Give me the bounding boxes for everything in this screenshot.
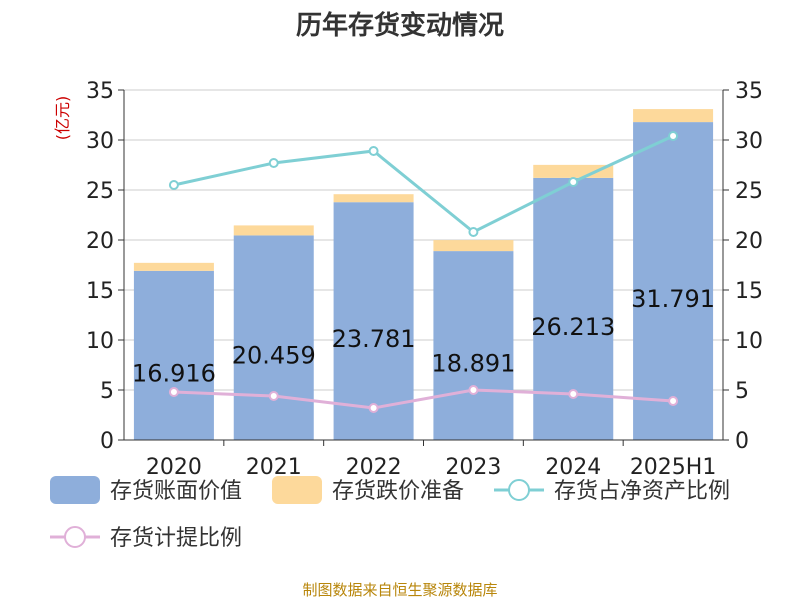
- bar-value-label: 31.791: [631, 285, 715, 313]
- line-point: [468, 385, 479, 395]
- line-point: [168, 180, 179, 190]
- bar-impairment: [433, 240, 514, 252]
- left-tick-label: 35: [86, 79, 114, 104]
- x-tick-label: 2024: [545, 455, 601, 480]
- right-tick-label: 30: [735, 129, 763, 154]
- line-point: [168, 387, 179, 397]
- bars-group: [133, 109, 714, 440]
- bar-impairment: [533, 164, 614, 178]
- bar-value-label: 23.781: [332, 325, 416, 353]
- bar-book-value: [633, 122, 714, 440]
- bar-value-label: 18.891: [431, 350, 515, 378]
- left-axis-unit: (亿元): [53, 96, 72, 141]
- bar-book-value: [333, 202, 414, 440]
- legend-label: 存货计提比例: [110, 526, 242, 551]
- line-point: [568, 389, 579, 399]
- bar-impairment: [333, 194, 414, 203]
- line-point: [268, 391, 279, 401]
- right-tick-label: 5: [735, 379, 749, 404]
- bar-value-label: 16.916: [132, 359, 216, 387]
- right-tick-label: 15: [735, 279, 763, 304]
- left-tick-label: 15: [86, 279, 114, 304]
- left-tick-label: 20: [86, 229, 114, 254]
- right-tick-label: 20: [735, 229, 763, 254]
- legend-label: 存货账面价值: [110, 479, 242, 504]
- left-tick-label: 25: [86, 179, 114, 204]
- line-provision-ratio: [173, 388, 674, 410]
- left-tick-label: 30: [86, 129, 114, 154]
- right-tick-label: 35: [735, 79, 763, 104]
- legend-marker: [64, 526, 86, 548]
- bar-book-value: [433, 251, 514, 440]
- line-point: [468, 227, 479, 237]
- legend-label: 存货占净资产比例: [554, 479, 730, 504]
- bar-value-label: 20.459: [232, 342, 316, 370]
- bar-book-value: [133, 270, 214, 440]
- x-tick-label: 2021: [246, 455, 302, 480]
- legend-marker: [508, 479, 530, 501]
- right-tick-label: 10: [735, 329, 763, 354]
- source-note: 制图数据来自恒生聚源数据库: [302, 581, 497, 599]
- lines-group: [168, 131, 679, 413]
- line-net-asset-ratio: [173, 134, 674, 234]
- chart-title: 历年存货变动情况: [296, 10, 504, 41]
- legend-swatch: [272, 476, 322, 504]
- bar-book-value: [233, 235, 314, 440]
- x-tick-label: 2020: [146, 455, 202, 480]
- left-tick-label: 0: [100, 429, 114, 454]
- line-point: [368, 403, 379, 413]
- x-tick-label: 2025H1: [630, 455, 717, 480]
- left-tick-label: 10: [86, 329, 114, 354]
- bar-impairment: [133, 262, 214, 271]
- data-labels: 16.916 20.459 23.781 18.891 26.213 31.791: [132, 285, 715, 387]
- bar-impairment: [633, 109, 714, 123]
- right-tick-label: 0: [735, 429, 749, 454]
- line-point: [568, 177, 579, 187]
- left-tick-label: 5: [100, 379, 114, 404]
- line-point: [668, 396, 679, 406]
- right-axis-unit: %: [796, 86, 800, 101]
- line-point: [268, 158, 279, 168]
- line-point: [368, 146, 379, 156]
- x-tick-label: 2023: [445, 455, 501, 480]
- bar-value-label: 26.213: [531, 313, 615, 341]
- legend-swatch: [50, 476, 100, 504]
- right-tick-label: 25: [735, 179, 763, 204]
- line-point: [668, 131, 679, 141]
- bar-impairment: [233, 225, 314, 236]
- bar-book-value: [533, 177, 614, 440]
- legend-label: 存货跌价准备: [332, 479, 464, 504]
- x-tick-label: 2022: [346, 455, 402, 480]
